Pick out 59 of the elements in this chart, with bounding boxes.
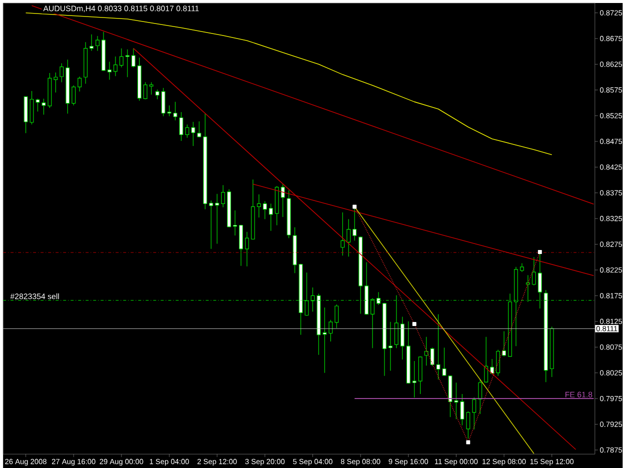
candlestick <box>436 314 440 380</box>
candlestick <box>233 210 237 236</box>
candlestick <box>149 82 154 95</box>
candlestick <box>113 56 118 76</box>
candlestick <box>209 200 214 250</box>
candlestick <box>352 206 357 241</box>
candlestick <box>370 298 374 348</box>
candlestick <box>340 212 345 256</box>
candlestick <box>239 224 243 266</box>
candlestick <box>262 200 267 220</box>
candlestick <box>221 184 226 208</box>
candlestick <box>502 330 506 357</box>
candlestick <box>346 218 351 257</box>
line-series <box>25 12 552 156</box>
candlestick <box>119 48 124 68</box>
candlestick <box>490 358 494 375</box>
candlestick <box>334 304 339 328</box>
candlestick <box>256 194 261 218</box>
candlestick <box>394 294 398 348</box>
candlestick <box>454 382 458 420</box>
candlestick <box>215 193 220 244</box>
candlestick <box>96 36 100 52</box>
candlestick <box>197 120 202 138</box>
candlestick <box>478 379 482 414</box>
candlestick <box>143 82 148 100</box>
candlestick <box>472 397 476 430</box>
candlestick <box>60 62 64 82</box>
candlestick <box>191 121 196 146</box>
candlestick <box>161 88 166 116</box>
candlestick <box>466 410 470 439</box>
candlestick <box>36 98 40 112</box>
candlestick <box>430 347 434 366</box>
candlestick <box>496 349 500 376</box>
candlestick <box>54 72 58 93</box>
candlestick <box>131 48 136 68</box>
candlestick <box>78 76 82 92</box>
candlestick <box>125 48 130 78</box>
candlestick <box>72 84 76 106</box>
candlestick <box>412 360 416 398</box>
candlestick <box>526 274 530 302</box>
candlestick <box>400 316 404 360</box>
candlestick <box>90 34 94 52</box>
candlestick <box>185 124 190 138</box>
candlestick <box>268 203 273 232</box>
candlestick <box>538 252 542 309</box>
candlestick <box>280 184 285 218</box>
candlestick <box>155 89 160 100</box>
candlestick <box>245 232 249 267</box>
candlestick <box>30 90 34 125</box>
candlestick <box>179 112 184 142</box>
candlestick <box>484 336 488 383</box>
candlestick <box>322 307 327 374</box>
candlestick <box>42 98 46 115</box>
candlestick <box>376 292 380 306</box>
candlestick <box>108 61 112 80</box>
candlestick <box>532 256 536 286</box>
candlestick <box>388 322 392 371</box>
candlestick <box>328 319 333 342</box>
candlestick <box>460 394 464 426</box>
